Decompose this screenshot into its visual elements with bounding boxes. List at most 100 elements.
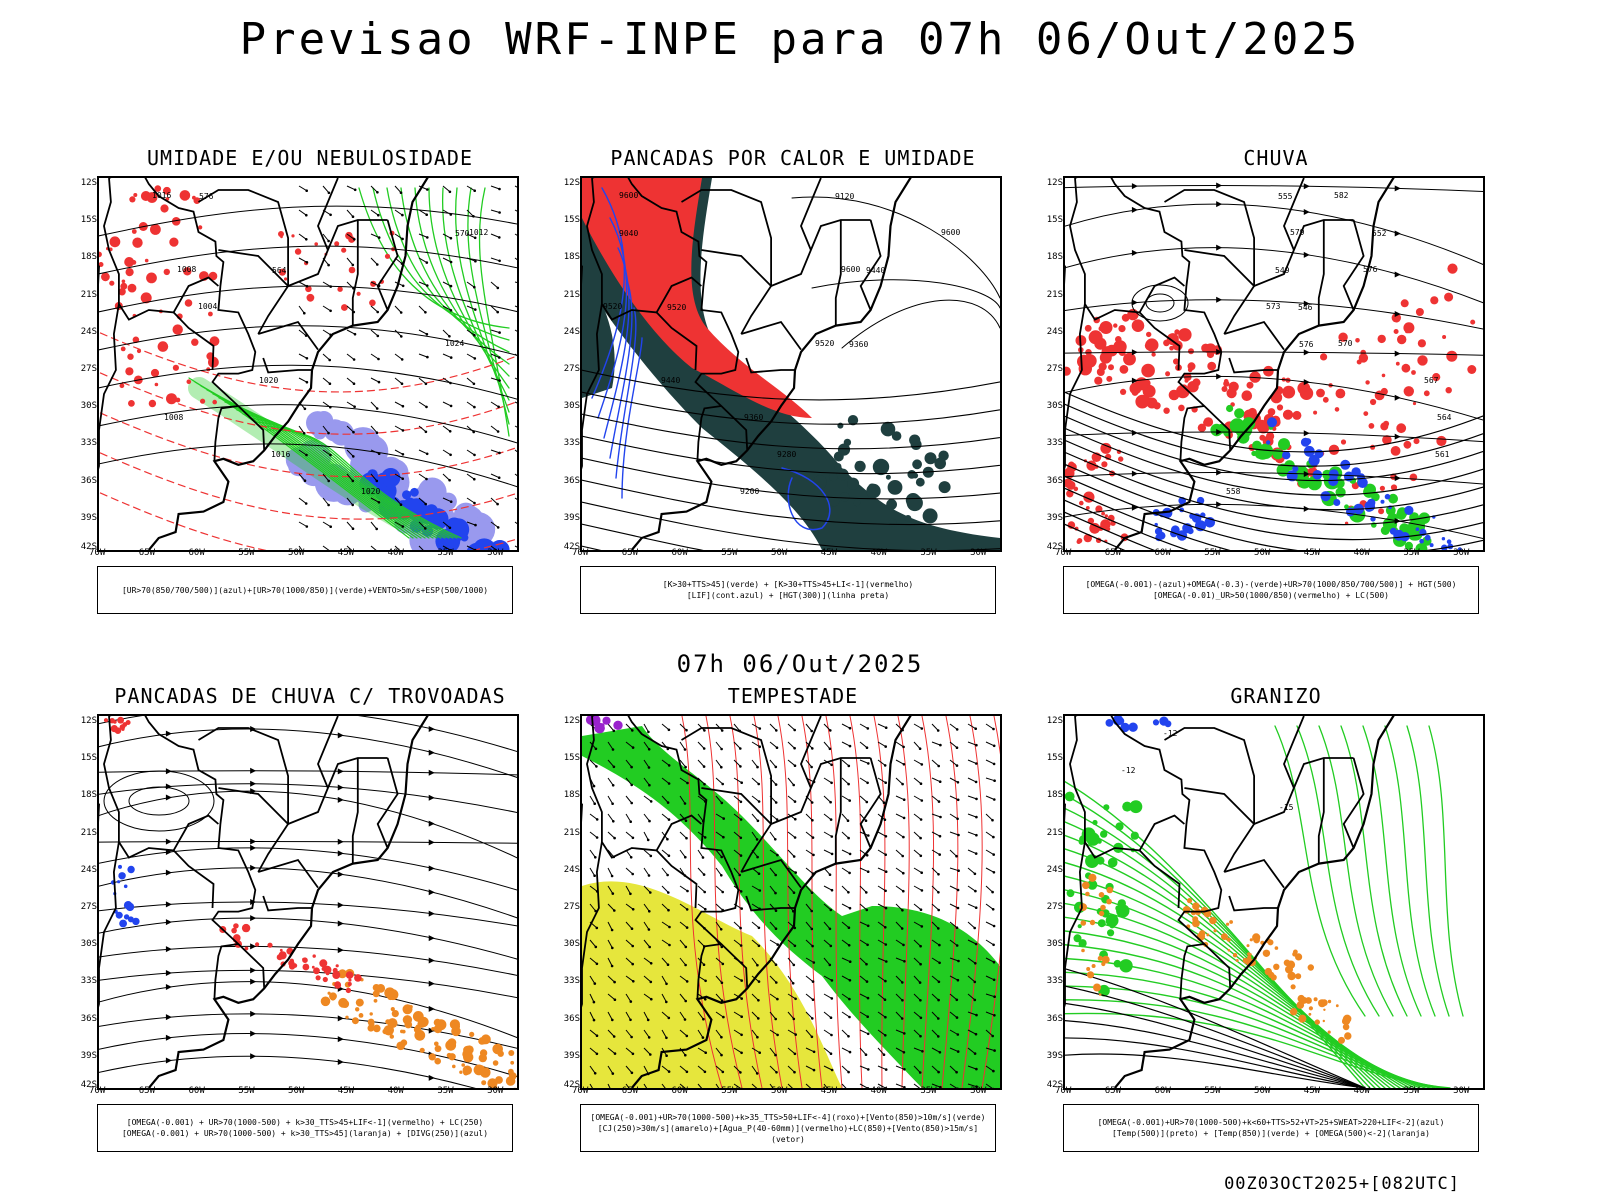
streamline-arrow <box>1303 349 1310 356</box>
wind-vector-head <box>920 871 923 874</box>
lat-tick-label: 42S <box>563 542 580 552</box>
field-shading <box>123 884 128 889</box>
wind-vector-head <box>992 960 996 964</box>
wind-vector-head <box>424 502 428 506</box>
wind-vector <box>679 957 686 966</box>
wind-vector-head <box>973 926 976 930</box>
streamline-arrow <box>428 910 435 917</box>
lat-tick-label: 18S <box>80 252 97 263</box>
wind-vector-head <box>955 926 959 929</box>
field-shading <box>132 336 140 344</box>
lat-tick-label: 15S <box>1046 753 1063 764</box>
wind-vector-head <box>629 1018 632 1022</box>
wind-vector-head <box>720 981 724 985</box>
wind-vector <box>967 849 977 855</box>
field-shading <box>125 720 131 725</box>
isoline <box>99 371 517 435</box>
wind-vector-head <box>632 980 635 983</box>
wind-vector-head <box>377 213 380 217</box>
wind-vector-head <box>327 431 330 435</box>
field-shading <box>1197 423 1207 432</box>
wind-vector-head <box>305 213 308 217</box>
field-shading <box>1100 830 1108 838</box>
wind-vector <box>322 185 330 194</box>
wind-vector-head <box>593 802 596 805</box>
wind-vector-head <box>811 980 815 983</box>
isoline <box>99 205 517 237</box>
lon-tick-label: 65W <box>621 1086 639 1096</box>
wind-vector <box>733 1065 741 1073</box>
wind-vector <box>589 885 598 892</box>
wind-vector-head <box>901 981 904 984</box>
lat-tick-label: 42S <box>80 1080 97 1090</box>
streamline-arrow <box>337 768 344 775</box>
wind-vector <box>643 1011 649 1021</box>
wind-vector <box>589 939 597 948</box>
wind-vector <box>733 867 741 876</box>
field-shading <box>358 1013 364 1018</box>
wind-vector-head <box>847 782 850 786</box>
field-band <box>791 196 1000 299</box>
lat-tick-label: 12S <box>563 716 580 726</box>
wind-vector <box>298 305 305 314</box>
lon-tick-label: 50W <box>771 1086 788 1096</box>
wind-vector-head <box>793 1070 796 1074</box>
wind-vector-head <box>377 236 381 239</box>
streamline <box>1065 503 1483 540</box>
wind-vector <box>442 281 452 287</box>
wind-vector <box>697 759 705 767</box>
field-shading <box>1259 434 1266 441</box>
field-shading <box>367 1018 375 1026</box>
wind-vector-head <box>974 1032 978 1036</box>
wind-vector <box>625 759 632 768</box>
streamline-arrow <box>1131 377 1138 384</box>
wind-vector-head <box>703 836 707 839</box>
field-shading <box>1432 373 1441 382</box>
field-shading <box>1081 948 1085 953</box>
wind-vector-head <box>631 872 634 876</box>
wind-vector <box>370 521 378 530</box>
wind-vector-head <box>425 405 428 409</box>
wind-vector-head <box>353 188 357 192</box>
wind-vector <box>733 1047 742 1054</box>
wind-vector <box>985 759 995 765</box>
field-shading <box>1274 946 1279 950</box>
wind-vector <box>913 1011 922 1019</box>
wind-vector <box>769 723 777 731</box>
wind-vector-head <box>883 818 887 821</box>
wind-vector-head <box>594 856 597 859</box>
border-line <box>172 849 215 909</box>
wind-vector <box>985 885 993 893</box>
contour-label: 558 <box>1226 487 1241 496</box>
map-frame: 582 579 576 573 570 567 564 561 558 555 552 549 546 5… <box>1063 176 1485 552</box>
field-shading <box>1088 330 1103 345</box>
wind-vector-head <box>613 998 617 1001</box>
wind-vector-head <box>975 762 978 765</box>
field-shading <box>886 499 897 510</box>
field-shading <box>1092 819 1098 826</box>
wind-vector <box>751 1047 760 1054</box>
field-shading <box>1417 339 1426 348</box>
wind-vector <box>346 521 354 530</box>
wind-vector <box>769 1011 777 1020</box>
wind-vector-head <box>303 407 307 411</box>
field-shading <box>837 422 844 429</box>
field-shading <box>175 398 180 403</box>
field-shading <box>120 346 126 352</box>
field-shading <box>1267 408 1276 416</box>
wind-vector-head <box>776 853 779 857</box>
wind-vector <box>697 903 706 910</box>
wind-vector <box>394 449 404 455</box>
wind-vector <box>625 975 634 982</box>
wind-vector-head <box>793 944 797 948</box>
wind-vector <box>370 425 378 434</box>
wind-vector <box>877 975 886 982</box>
wind-vector-head <box>722 835 725 839</box>
wind-vector <box>679 975 688 982</box>
panel-chuva: CHUVA 582 579 576 573 570 567 564 561 558 555 552 5… <box>1041 146 1511 616</box>
streamline <box>1065 375 1483 421</box>
streamline-arrow <box>337 947 344 954</box>
wind-vector-head <box>631 944 634 948</box>
wind-vector-head <box>903 1086 906 1088</box>
wind-vector-head <box>903 1032 906 1035</box>
